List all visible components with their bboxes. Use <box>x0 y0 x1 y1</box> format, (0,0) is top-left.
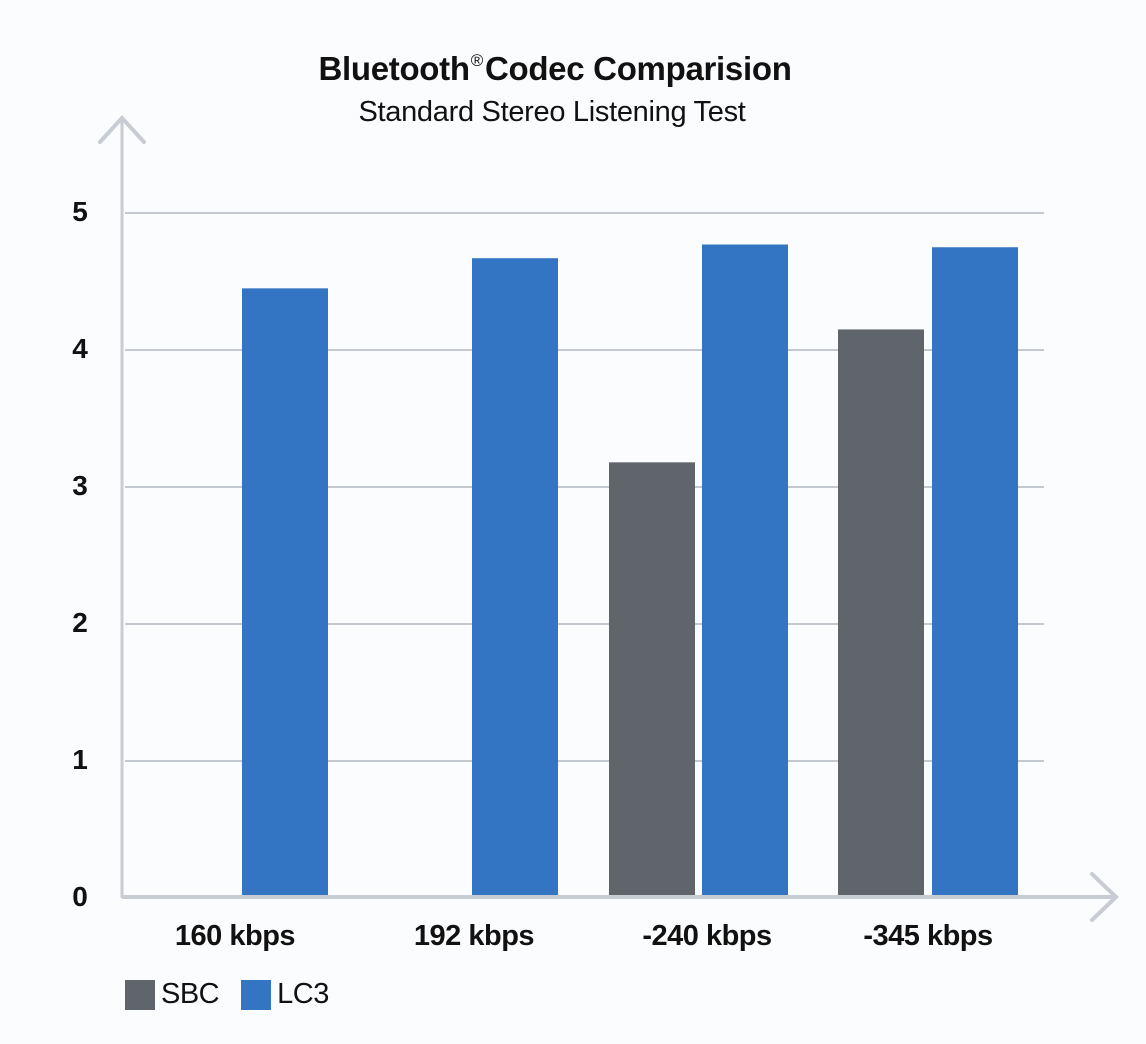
lc3-bar <box>472 258 558 899</box>
y-tick-label: 0 <box>72 881 88 912</box>
x-tick-label: 192 kbps <box>413 920 535 952</box>
x-axis-arrow-icon <box>1090 872 1119 922</box>
y-tick-label: 1 <box>72 744 88 775</box>
registered-mark: ® <box>470 51 484 70</box>
lc3-bar <box>242 288 328 899</box>
x-tick-label: -240 kbps <box>642 920 772 952</box>
lc3-swatch-icon <box>241 979 272 1010</box>
axes <box>98 115 1119 922</box>
legend: SBC LC3 <box>125 978 351 1011</box>
y-tick-label: 5 <box>72 196 88 227</box>
x-tick-label: -345 kbps <box>863 920 993 952</box>
lc3-bar <box>702 244 788 898</box>
sbc-bar <box>838 329 924 898</box>
bars <box>242 244 1018 899</box>
y-tick-label: 4 <box>72 333 88 364</box>
y-tick-label: 3 <box>72 470 88 501</box>
legend-item-sbc: SBC <box>125 978 220 1011</box>
sbc-swatch-icon <box>125 979 155 1010</box>
legend-item-lc3: LC3 <box>241 978 329 1011</box>
sbc-bar <box>609 462 695 898</box>
legend-label: LC3 <box>277 978 329 1010</box>
x-tick-label: 160 kbps <box>174 920 296 952</box>
y-tick-label: 2 <box>72 607 88 638</box>
legend-label: SBC <box>161 978 220 1010</box>
chart-subtitle: Standard Stereo Listening Test <box>358 96 746 128</box>
lc3-bar <box>932 247 1018 898</box>
chart-title: Bluetooth®Codec Comparision <box>0 50 1110 88</box>
chart-title-main: Bluetooth <box>318 50 470 87</box>
y-axis-arrow-icon <box>98 115 146 144</box>
chart-title-rest: Codec Comparision <box>484 50 792 87</box>
